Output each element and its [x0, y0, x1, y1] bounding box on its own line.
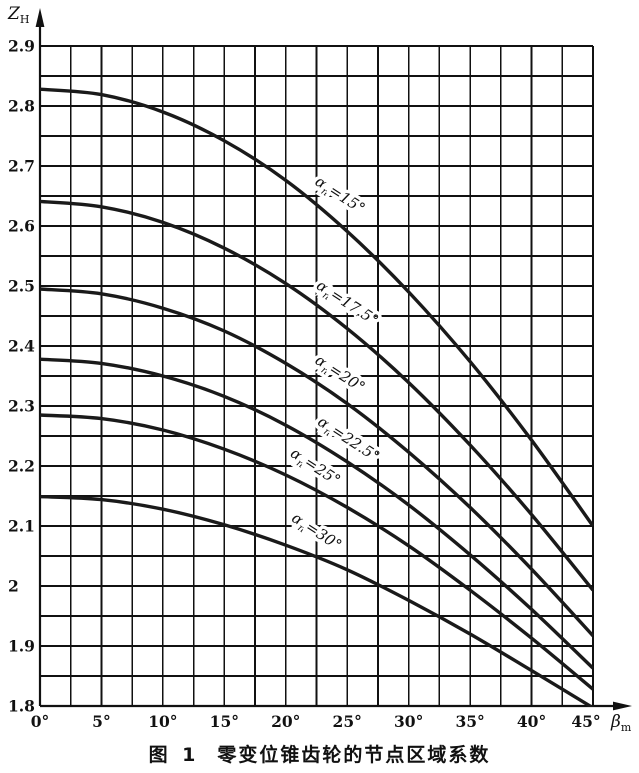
axes	[35, 8, 632, 711]
x-tick-label: 10°	[148, 712, 177, 731]
x-axis-label: βm	[611, 712, 631, 734]
curve-label: αn=20°	[310, 351, 368, 399]
y-tick-label: 1.9	[8, 637, 35, 656]
figure-title: 零变位锥齿轮的节点区域系数	[217, 744, 491, 766]
curve-αₙ=25°	[39, 413, 594, 691]
curve-αₙ=15°	[39, 87, 594, 527]
y-axis-symbol: Z	[8, 4, 20, 24]
y-tick-label: 2.2	[8, 457, 35, 476]
curves	[39, 87, 594, 707]
x-tick-label: 25°	[333, 712, 362, 731]
curve-αₙ=22.5°	[39, 357, 594, 670]
curve-αₙ=17.5°	[39, 199, 594, 592]
y-tick-label: 2.9	[8, 37, 35, 56]
tick-labels: 2.9 2.8 2.7 2.6 2.5 2.4 2.3 2.2 2.1 2 1.9 1.80° 5° 10…	[8, 37, 601, 732]
x-tick-label: 30°	[394, 712, 423, 731]
y-axis-arrow-icon	[35, 8, 45, 27]
x-tick-label: 45°	[571, 712, 600, 731]
y-tick-label: 1.8	[8, 697, 35, 716]
x-axis-symbol: β	[611, 712, 621, 732]
x-axis-subscript: m	[620, 721, 632, 734]
figure-number: 图 1	[148, 744, 200, 766]
curve-αₙ=30°	[39, 494, 594, 707]
curve-label: αn=25°	[286, 444, 344, 492]
x-tick-label: 15°	[210, 712, 239, 731]
curve-αₙ=20°	[39, 287, 594, 637]
grid	[39, 45, 594, 707]
x-axis-arrow-icon	[613, 701, 632, 711]
y-tick-label: 2.3	[8, 397, 35, 416]
y-tick-label: 2.8	[8, 97, 35, 116]
y-tick-label: 2.6	[8, 217, 35, 236]
y-tick-label: 2.5	[8, 277, 35, 296]
x-tick-label: 20°	[271, 712, 300, 731]
y-axis-label: ZH	[8, 4, 29, 26]
x-tick-label: 35°	[455, 712, 484, 731]
y-tick-label: 2	[8, 577, 19, 596]
figure-caption: 图 1 零变位锥齿轮的节点区域系数	[0, 740, 639, 767]
x-tick-label: 40°	[517, 712, 546, 731]
y-axis-subscript: H	[19, 13, 30, 26]
y-tick-label: 2.7	[8, 157, 35, 176]
x-tick-label: 0°	[31, 712, 50, 731]
x-tick-label: 5°	[92, 712, 111, 731]
y-tick-label: 2.4	[8, 337, 35, 356]
y-tick-label: 2.1	[8, 517, 35, 536]
